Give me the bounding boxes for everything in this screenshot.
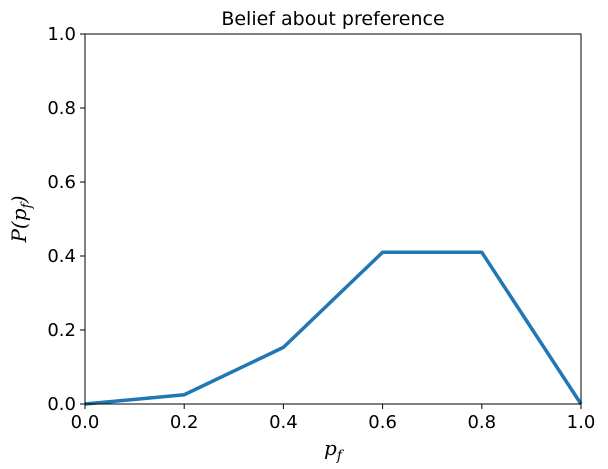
series-layer bbox=[84, 250, 583, 406]
x-tick-label: 0.2 bbox=[170, 412, 199, 433]
series-line bbox=[84, 250, 583, 406]
y-tick-label: 0.8 bbox=[47, 98, 76, 119]
x-axis: 0.0 0.2 0.4 0.6 0.8 1.0 bbox=[71, 404, 596, 433]
y-axis-label-main: p bbox=[7, 208, 31, 221]
y-axis: 0.0 0.2 0.4 0.6 0.8 1.0 bbox=[47, 24, 85, 415]
x-axis-label-sub: f bbox=[336, 448, 345, 464]
y-tick-label: 1.0 bbox=[47, 24, 76, 45]
y-axis-label-suffix: ) bbox=[7, 195, 31, 204]
y-axis-label: P(pf) bbox=[7, 195, 35, 243]
y-axis-label-sub: f bbox=[19, 200, 35, 209]
y-axis-label-prefix: P( bbox=[7, 220, 31, 243]
x-tick-label: 0.6 bbox=[368, 412, 397, 433]
y-tick-label: 0.4 bbox=[47, 246, 76, 267]
x-tick-label: 0.4 bbox=[269, 412, 298, 433]
x-tick-label: 0.0 bbox=[71, 412, 100, 433]
chart-title: Belief about preference bbox=[221, 8, 444, 30]
x-axis-label-main: p bbox=[324, 436, 337, 460]
x-axis-label: pf bbox=[324, 436, 345, 464]
x-tick-label: 1.0 bbox=[567, 412, 596, 433]
y-tick-label: 0.0 bbox=[47, 394, 76, 415]
y-tick-label: 0.6 bbox=[47, 172, 76, 193]
plot-frame bbox=[84, 33, 582, 405]
x-tick-label: 0.8 bbox=[467, 412, 496, 433]
y-tick-label: 0.2 bbox=[47, 320, 76, 341]
